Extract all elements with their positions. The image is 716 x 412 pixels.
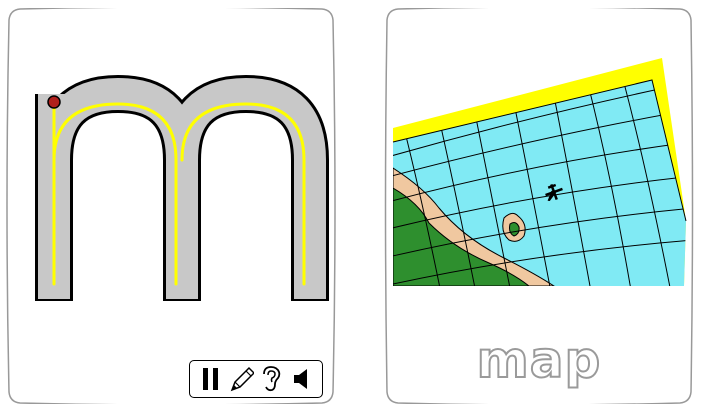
- pencil-icon: [230, 366, 254, 392]
- letter-m-tracing[interactable]: [6, 8, 337, 404]
- airplane-icon: [545, 183, 563, 201]
- start-point-dot[interactable]: [47, 95, 61, 109]
- pause-icon: [203, 368, 218, 390]
- map-grid: [393, 80, 686, 286]
- listen-button[interactable]: [258, 365, 284, 393]
- controls-toolbar: [189, 360, 323, 398]
- sound-button[interactable]: [288, 365, 314, 393]
- letter-fill: [38, 78, 326, 299]
- map-picture[interactable]: [384, 8, 694, 308]
- map-island: [509, 222, 520, 237]
- letter-card: [6, 8, 337, 404]
- speaker-icon: [294, 369, 307, 389]
- tracing-guide-line: [52, 102, 306, 286]
- pencil-button[interactable]: [228, 365, 254, 393]
- picture-word: map: [476, 330, 602, 390]
- ear-icon: [263, 366, 281, 392]
- map-land: [393, 187, 531, 286]
- picture-card: map: [384, 8, 694, 404]
- pause-button[interactable]: [198, 365, 224, 393]
